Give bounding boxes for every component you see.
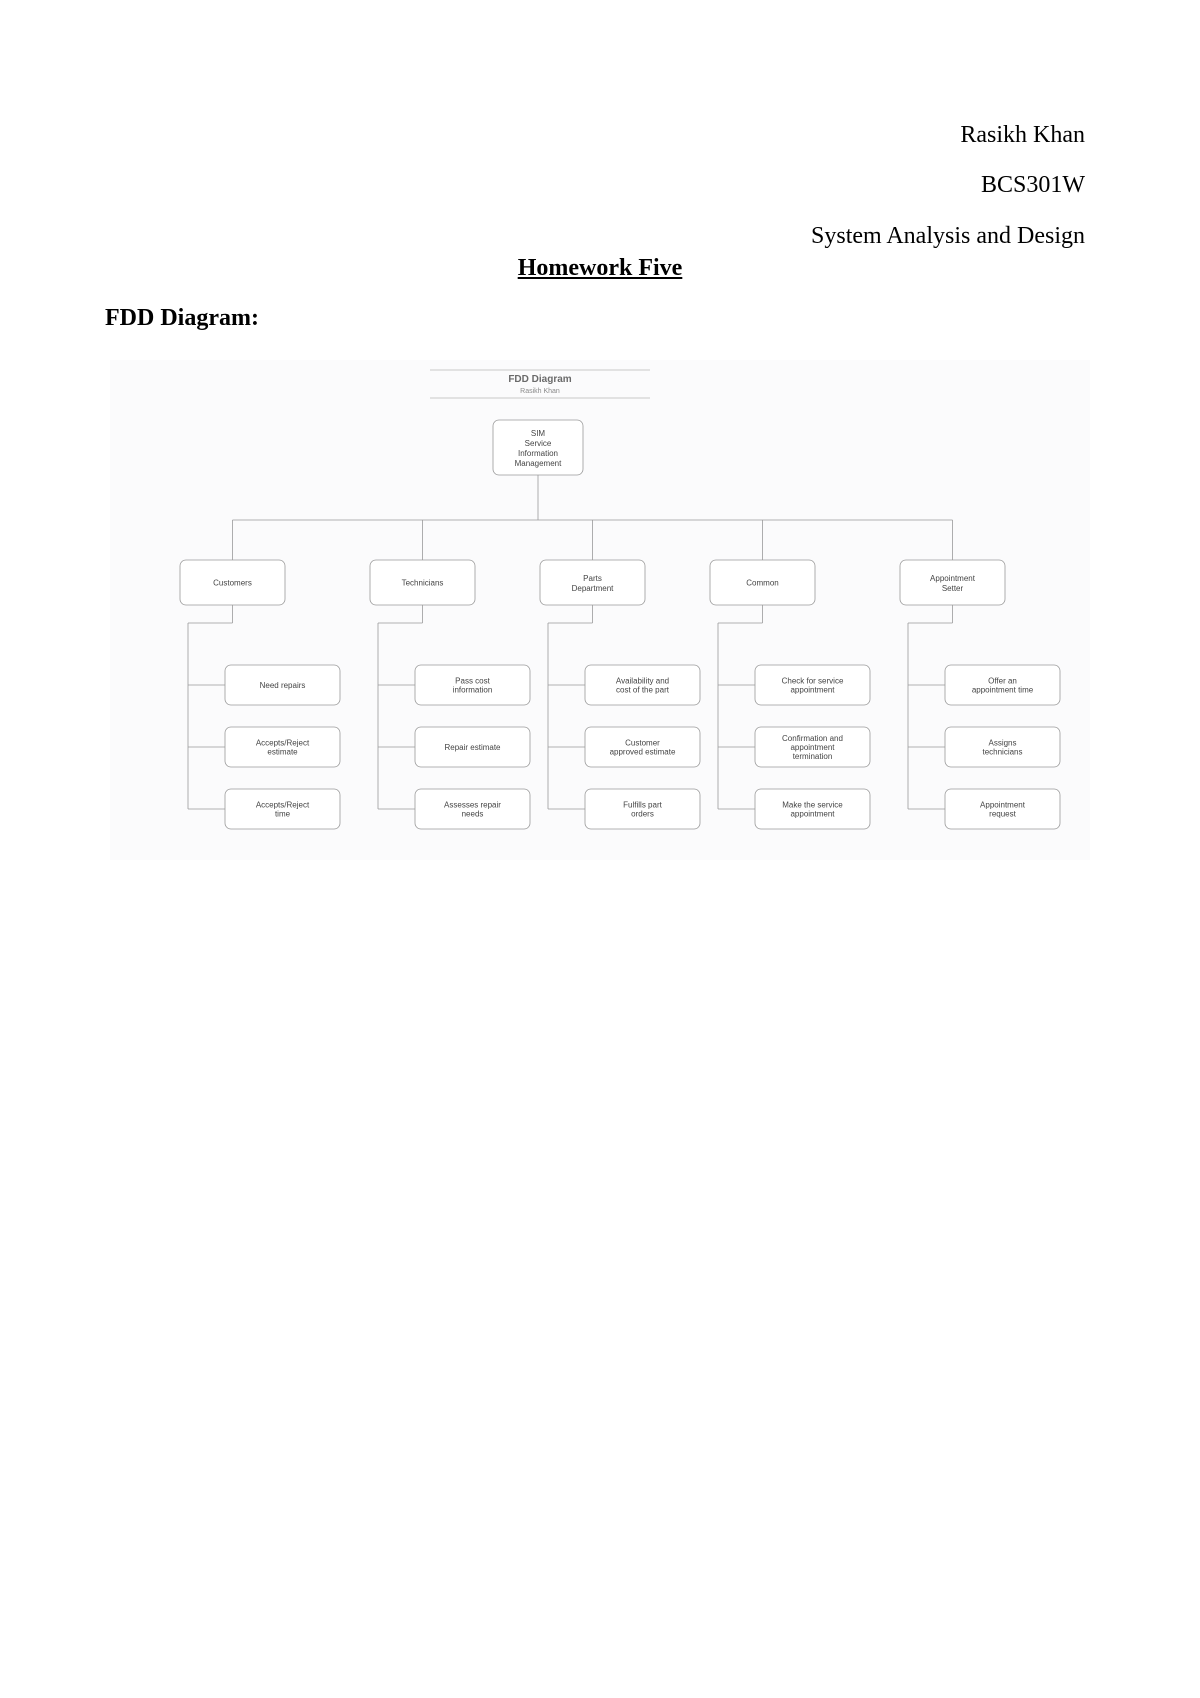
svg-text:appointment time: appointment time [972,686,1034,695]
subject-name: System Analysis and Design [811,211,1085,261]
svg-text:Pass cost: Pass cost [455,677,490,686]
svg-text:Offer an: Offer an [988,677,1017,686]
svg-text:Customers: Customers [213,579,252,588]
section-heading: FDD Diagram: [105,305,259,332]
svg-text:Department: Department [572,584,615,593]
svg-text:appointment: appointment [790,810,835,819]
svg-text:Confirmation and: Confirmation and [782,734,843,743]
svg-text:SIM: SIM [531,429,546,438]
svg-text:Parts: Parts [583,574,602,583]
author-name: Rasikh Khan [811,110,1085,160]
svg-text:orders: orders [631,810,654,819]
svg-text:Assesses repair: Assesses repair [444,801,501,810]
svg-text:Technicians: Technicians [402,579,444,588]
svg-text:appointment: appointment [790,686,835,695]
svg-text:Assigns: Assigns [988,739,1016,748]
svg-text:information: information [453,686,493,695]
svg-text:Need repairs: Need repairs [260,681,306,690]
svg-text:Make the service: Make the service [782,801,843,810]
svg-text:Customer: Customer [625,739,660,748]
svg-text:Appointment: Appointment [930,574,976,583]
course-code: BCS301W [811,160,1085,210]
svg-text:approved estimate: approved estimate [610,748,676,757]
fdd-diagram: FDD Diagram Rasikh Khan SIMServiceInformat… [110,360,1090,860]
svg-text:estimate: estimate [267,748,298,757]
svg-text:request: request [989,810,1016,819]
svg-text:Information: Information [518,449,558,458]
page-title: Homework Five [0,255,1200,282]
svg-text:technicians: technicians [982,748,1022,757]
svg-text:Service: Service [525,439,552,448]
svg-text:Appointment: Appointment [980,801,1026,810]
svg-text:appointment: appointment [790,743,835,752]
svg-text:Accepts/Reject: Accepts/Reject [256,801,310,810]
svg-text:Setter: Setter [942,584,964,593]
svg-text:termination: termination [793,752,833,761]
svg-text:cost of the part: cost of the part [616,686,670,695]
svg-text:Repair estimate: Repair estimate [444,743,501,752]
svg-text:Availability and: Availability and [616,677,669,686]
svg-text:needs: needs [462,810,484,819]
svg-text:Fulfills part: Fulfills part [623,801,662,810]
svg-text:Check for service: Check for service [782,677,844,686]
svg-text:Common: Common [746,579,778,588]
svg-text:Management: Management [515,459,562,468]
document-header: Rasikh Khan BCS301W System Analysis and … [811,110,1085,261]
svg-text:Accepts/Reject: Accepts/Reject [256,739,310,748]
svg-text:FDD Diagram: FDD Diagram [508,374,571,385]
svg-text:Rasikh Khan: Rasikh Khan [520,388,560,395]
svg-text:time: time [275,810,291,819]
